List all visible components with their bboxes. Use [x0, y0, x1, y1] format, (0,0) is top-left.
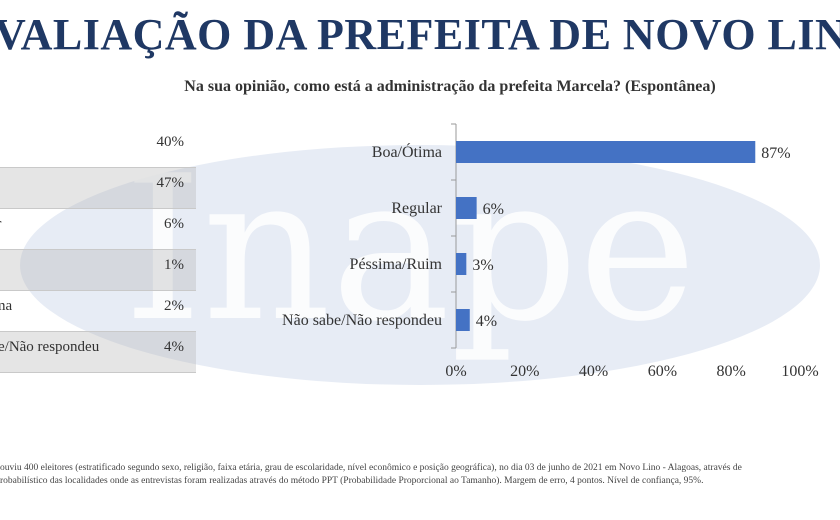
table-row: 47%	[0, 168, 196, 209]
page-title: VALIAÇÃO DA PREFEITA DE NOVO LINO	[0, 10, 840, 59]
table-row-value: 1%	[164, 257, 184, 273]
methodology-note: ouviu 400 eleitores (estratificado segun…	[0, 462, 840, 488]
table-row-label: sabe/Não respondeu	[0, 339, 100, 355]
x-tick-label: 100%	[781, 363, 818, 380]
results-table: ma 40% 47% ular 6% m 1% ssima 2% sabe/Nã…	[0, 127, 196, 373]
bar-value-label: 3%	[472, 257, 493, 274]
methodology-note-line: ouviu 400 eleitores (estratificado segun…	[0, 463, 742, 473]
bar-value-label: 87%	[761, 145, 790, 162]
chart-question: Na sua opinião, como está a administraçã…	[184, 78, 716, 95]
bar	[456, 253, 467, 275]
x-tick-label: 80%	[717, 363, 746, 380]
methodology-note-line: robabilístico das localidades onde as en…	[0, 476, 704, 486]
bar	[456, 197, 477, 219]
table-row: sabe/Não respondeu 4%	[0, 332, 196, 373]
bar	[456, 309, 470, 331]
x-tick-label: 20%	[510, 363, 539, 380]
category-label: Regular	[391, 200, 442, 217]
table-row-label: ular	[0, 216, 1, 233]
table-row: ma 40%	[0, 127, 196, 168]
bar-value-label: 6%	[483, 201, 504, 218]
table-row: ssima 2%	[0, 291, 196, 332]
table-row-value: 2%	[164, 298, 184, 314]
table-row: m 1%	[0, 250, 196, 291]
table-row: ular 6%	[0, 209, 196, 250]
category-label: Boa/Ótima	[372, 142, 442, 161]
table-row-value: 47%	[156, 175, 185, 191]
x-tick-label: 0%	[445, 363, 466, 380]
table-row-label: ssima	[0, 298, 13, 314]
category-label: Péssima/Ruim	[350, 256, 443, 273]
table-row-value: 6%	[164, 216, 184, 232]
category-label: Não sabe/Não respondeu	[282, 312, 442, 329]
table-row-value: 4%	[164, 339, 184, 355]
bar	[456, 141, 756, 163]
x-tick-label: 40%	[579, 363, 608, 380]
x-tick-label: 60%	[648, 363, 677, 380]
bar-value-label: 4%	[476, 313, 497, 330]
table-row-value: 40%	[156, 134, 185, 150]
